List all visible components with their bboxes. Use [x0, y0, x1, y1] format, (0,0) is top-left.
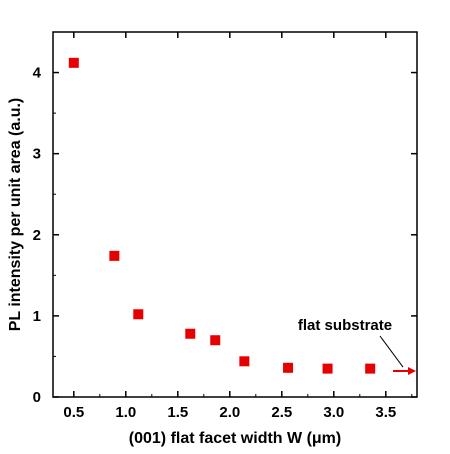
annotation-arrowhead [408, 367, 416, 376]
axis-labels: (001) flat facet width W (μm) PL intensi… [7, 98, 341, 447]
y-tick-label: 0 [33, 389, 41, 406]
annotation-label: flat substrate [298, 317, 392, 334]
data-point [133, 309, 144, 320]
x-tick-label: 1.5 [167, 404, 188, 421]
y-tick-label: 1 [33, 308, 41, 325]
x-tick-label: 3.0 [323, 404, 344, 421]
data-point [210, 335, 221, 346]
y-tick-label: 3 [33, 146, 41, 163]
data-point [109, 250, 120, 261]
annotation-leader [379, 335, 404, 368]
data-point [365, 363, 376, 374]
data-point [68, 57, 79, 68]
x-tick-label: 0.5 [63, 404, 84, 421]
data-points [68, 57, 376, 374]
data-point [185, 328, 196, 339]
x-tick-label: 2.5 [271, 404, 292, 421]
data-point [322, 363, 333, 374]
y-tick-label: 4 [33, 65, 42, 82]
x-axis-label: (001) flat facet width W (μm) [129, 430, 341, 447]
annotations: flat substrate [298, 317, 416, 376]
y-axis-label: PL intensity per unit area (a.u.) [7, 98, 24, 332]
data-point [283, 362, 294, 373]
y-tick-label: 2 [33, 227, 41, 244]
x-tick-label: 3.5 [375, 404, 396, 421]
plot-frame [52, 31, 418, 398]
x-tick-label: 2.0 [219, 404, 240, 421]
data-point [239, 356, 250, 367]
x-tick-label: 1.0 [115, 404, 136, 421]
axes: 0.5 1.0 1.5 2.0 2.5 3.0 3.5 0 1 2 3 4 [33, 31, 418, 421]
